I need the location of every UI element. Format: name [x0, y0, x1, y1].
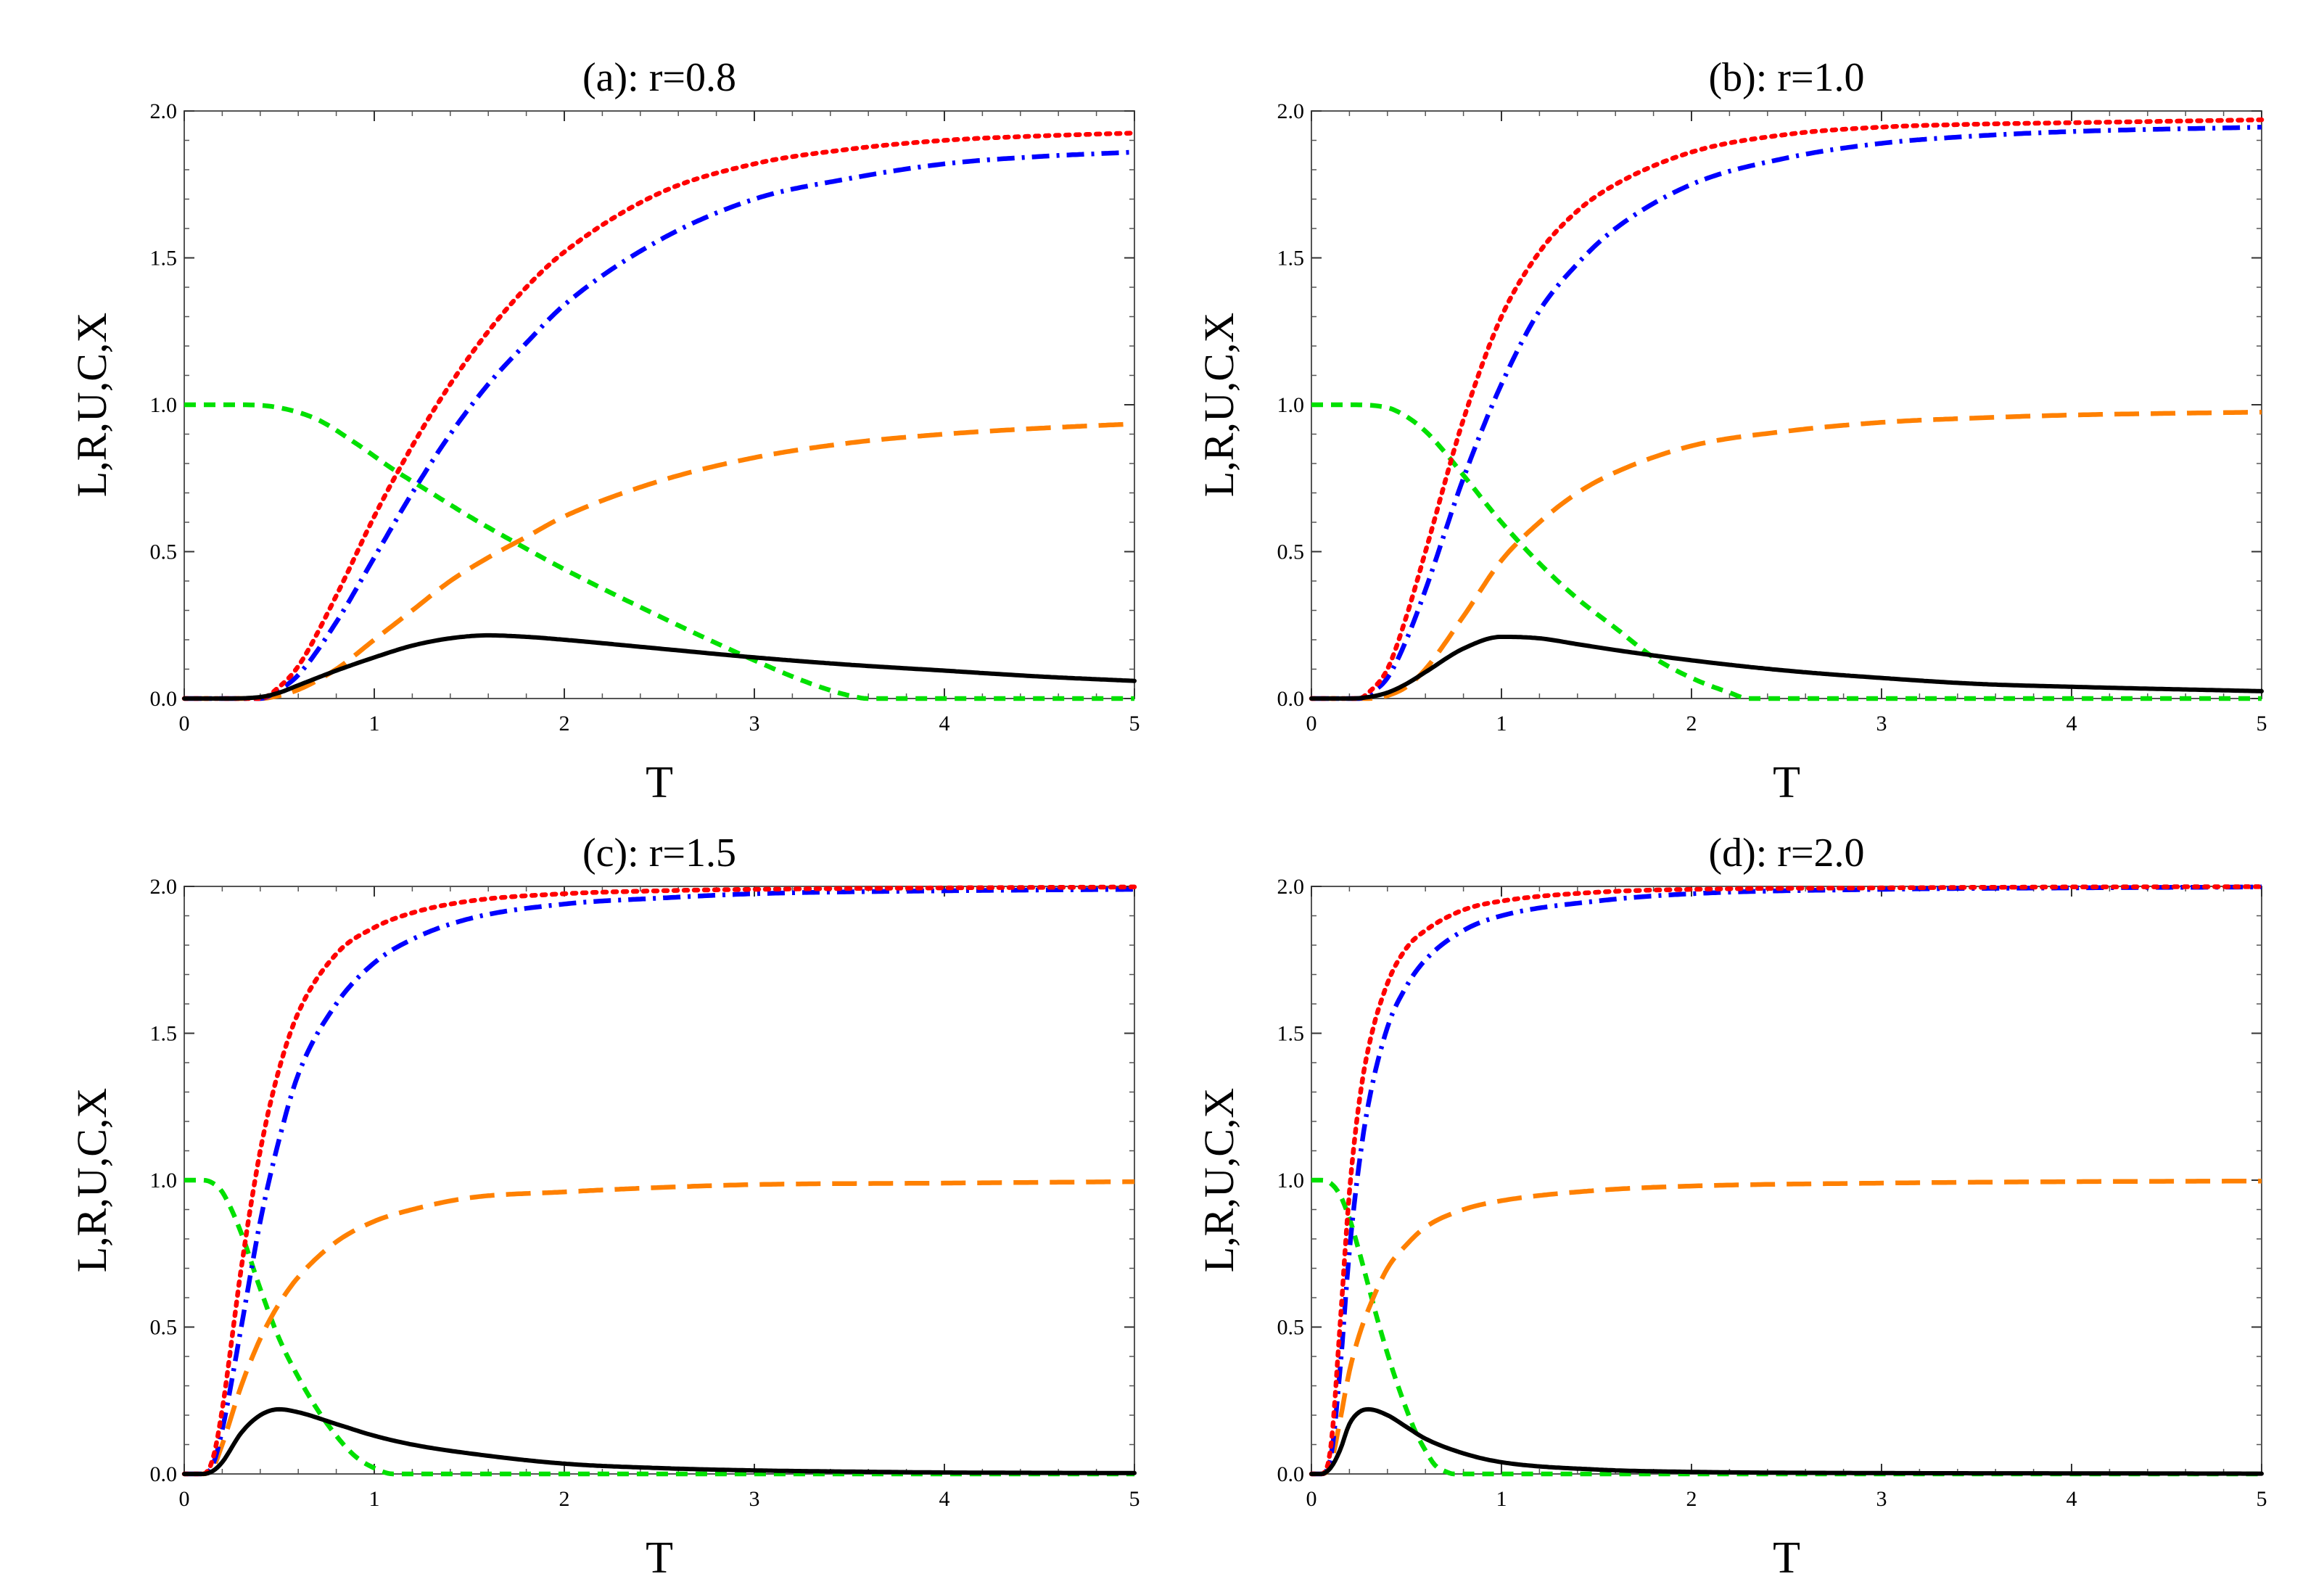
series-R-line	[1311, 1178, 2262, 1477]
y-axis-label: L,R,U,C,X	[68, 1088, 115, 1273]
y-axis-label: L,R,U,C,X	[68, 313, 115, 498]
series-X-line	[184, 402, 1134, 701]
x-tick-label: 4	[939, 1487, 950, 1511]
x-axis-label: T	[646, 758, 673, 807]
series-X-line	[184, 1177, 1134, 1477]
x-tick-label: 2	[559, 1487, 570, 1511]
x-tick-label: 1	[369, 712, 380, 736]
plot-frame	[184, 110, 1135, 699]
x-tick-label: 2	[1686, 712, 1697, 736]
x-tick-label: 5	[1129, 712, 1140, 736]
x-tick-label: 4	[2067, 712, 2077, 736]
x-tick-label: 3	[749, 1487, 760, 1511]
panel-title: (c): r=1.5	[582, 831, 736, 876]
y-tick-label: 0.5	[150, 1316, 178, 1340]
series-L-line	[182, 1406, 1137, 1476]
series-U-line	[1309, 884, 2265, 1477]
series-U-line	[1309, 117, 2265, 701]
x-axis-label: T	[1773, 1533, 1800, 1583]
y-tick-label: 0.5	[150, 540, 178, 564]
y-tick-label: 1.5	[150, 1022, 178, 1046]
y-tick-label: 2.0	[1277, 875, 1305, 899]
series-L-line	[1309, 1406, 2264, 1476]
series-X-line	[1311, 402, 2262, 701]
y-tick-label: 1.0	[1277, 393, 1305, 417]
series-R-line	[184, 421, 1135, 701]
x-tick-label: 1	[1496, 712, 1507, 736]
x-tick-label: 3	[749, 712, 760, 736]
panel-title: (b): r=1.0	[1708, 55, 1864, 100]
x-tick-label: 0	[1306, 1487, 1317, 1511]
y-tick-label: 2.0	[150, 875, 178, 899]
y-tick-label: 1.0	[150, 1169, 178, 1192]
x-axis-label: T	[1773, 758, 1800, 807]
y-tick-label: 1.0	[1277, 1169, 1305, 1192]
panel-d: (d): r=2.0 0 1 2 3 4 5 0.0 0.5 1.0 1.5 2.0 T L,R,U,C,…	[1195, 831, 2267, 1583]
x-tick-label: 2	[1686, 1487, 1697, 1511]
x-tick-label: 0	[179, 1487, 190, 1511]
series-C-line	[1311, 125, 2262, 701]
plot-frame	[1311, 110, 2262, 699]
y-tick-label: 1.5	[150, 247, 178, 271]
y-tick-label: 0.0	[1277, 1462, 1305, 1486]
y-tick-label: 2.0	[150, 99, 178, 123]
series-C-line	[184, 886, 1135, 1477]
series-C-line	[184, 149, 1135, 701]
x-tick-label: 4	[2067, 1487, 2077, 1511]
x-tick-label: 3	[1876, 1487, 1887, 1511]
panel-b: (b): r=1.0 0 1 2 3 4 5 0.0 0.5 1.0 1.5 2.0 T L,R,U,C,…	[1195, 55, 2267, 807]
y-tick-label: 1.5	[1277, 247, 1305, 271]
series-X-line	[1311, 1177, 2262, 1477]
x-tick-label: 2	[559, 712, 570, 736]
y-tick-label: 0.0	[150, 1462, 178, 1486]
y-axis-label: L,R,U,C,X	[1195, 313, 1243, 498]
panel-c: (c): r=1.5 0 1 2 3 4 5 0.0 0.5 1.0 1.5 2.0 T L,R,U,C,…	[68, 831, 1140, 1583]
x-tick-label: 0	[1306, 712, 1317, 736]
y-tick-label: 0.5	[1277, 1316, 1305, 1340]
x-tick-label: 3	[1876, 712, 1887, 736]
y-tick-label: 1.0	[150, 393, 178, 417]
y-tick-label: 2.0	[1277, 99, 1305, 123]
x-tick-label: 1	[369, 1487, 380, 1511]
plot-frame	[184, 886, 1135, 1475]
y-tick-label: 0.5	[1277, 540, 1305, 564]
series-L-line	[1309, 635, 2264, 701]
y-tick-label: 0.0	[1277, 687, 1305, 711]
panel-title: (d): r=2.0	[1708, 831, 1864, 876]
series-U-line	[181, 884, 1137, 1477]
x-axis-label: T	[646, 1533, 673, 1583]
x-tick-label: 1	[1496, 1487, 1507, 1511]
panel-title: (a): r=0.8	[582, 55, 736, 100]
series-R-line	[1311, 409, 2262, 701]
y-tick-label: 0.0	[150, 687, 178, 711]
y-axis-label: L,R,U,C,X	[1195, 1088, 1243, 1273]
panel-a: (a): r=0.8 0 1 2 3 4 5 0.0 0.5 1.0 1.5 2.0 T L,R,U,C,…	[68, 55, 1140, 807]
series-L-line	[182, 633, 1137, 701]
series-R-line	[184, 1179, 1135, 1477]
x-tick-label: 4	[939, 712, 950, 736]
series-U-line	[181, 131, 1137, 701]
x-tick-label: 5	[1129, 1487, 1140, 1511]
x-tick-label: 5	[2257, 712, 2267, 736]
x-tick-label: 0	[179, 712, 190, 736]
y-tick-label: 1.5	[1277, 1022, 1305, 1046]
x-tick-label: 5	[2257, 1487, 2267, 1511]
